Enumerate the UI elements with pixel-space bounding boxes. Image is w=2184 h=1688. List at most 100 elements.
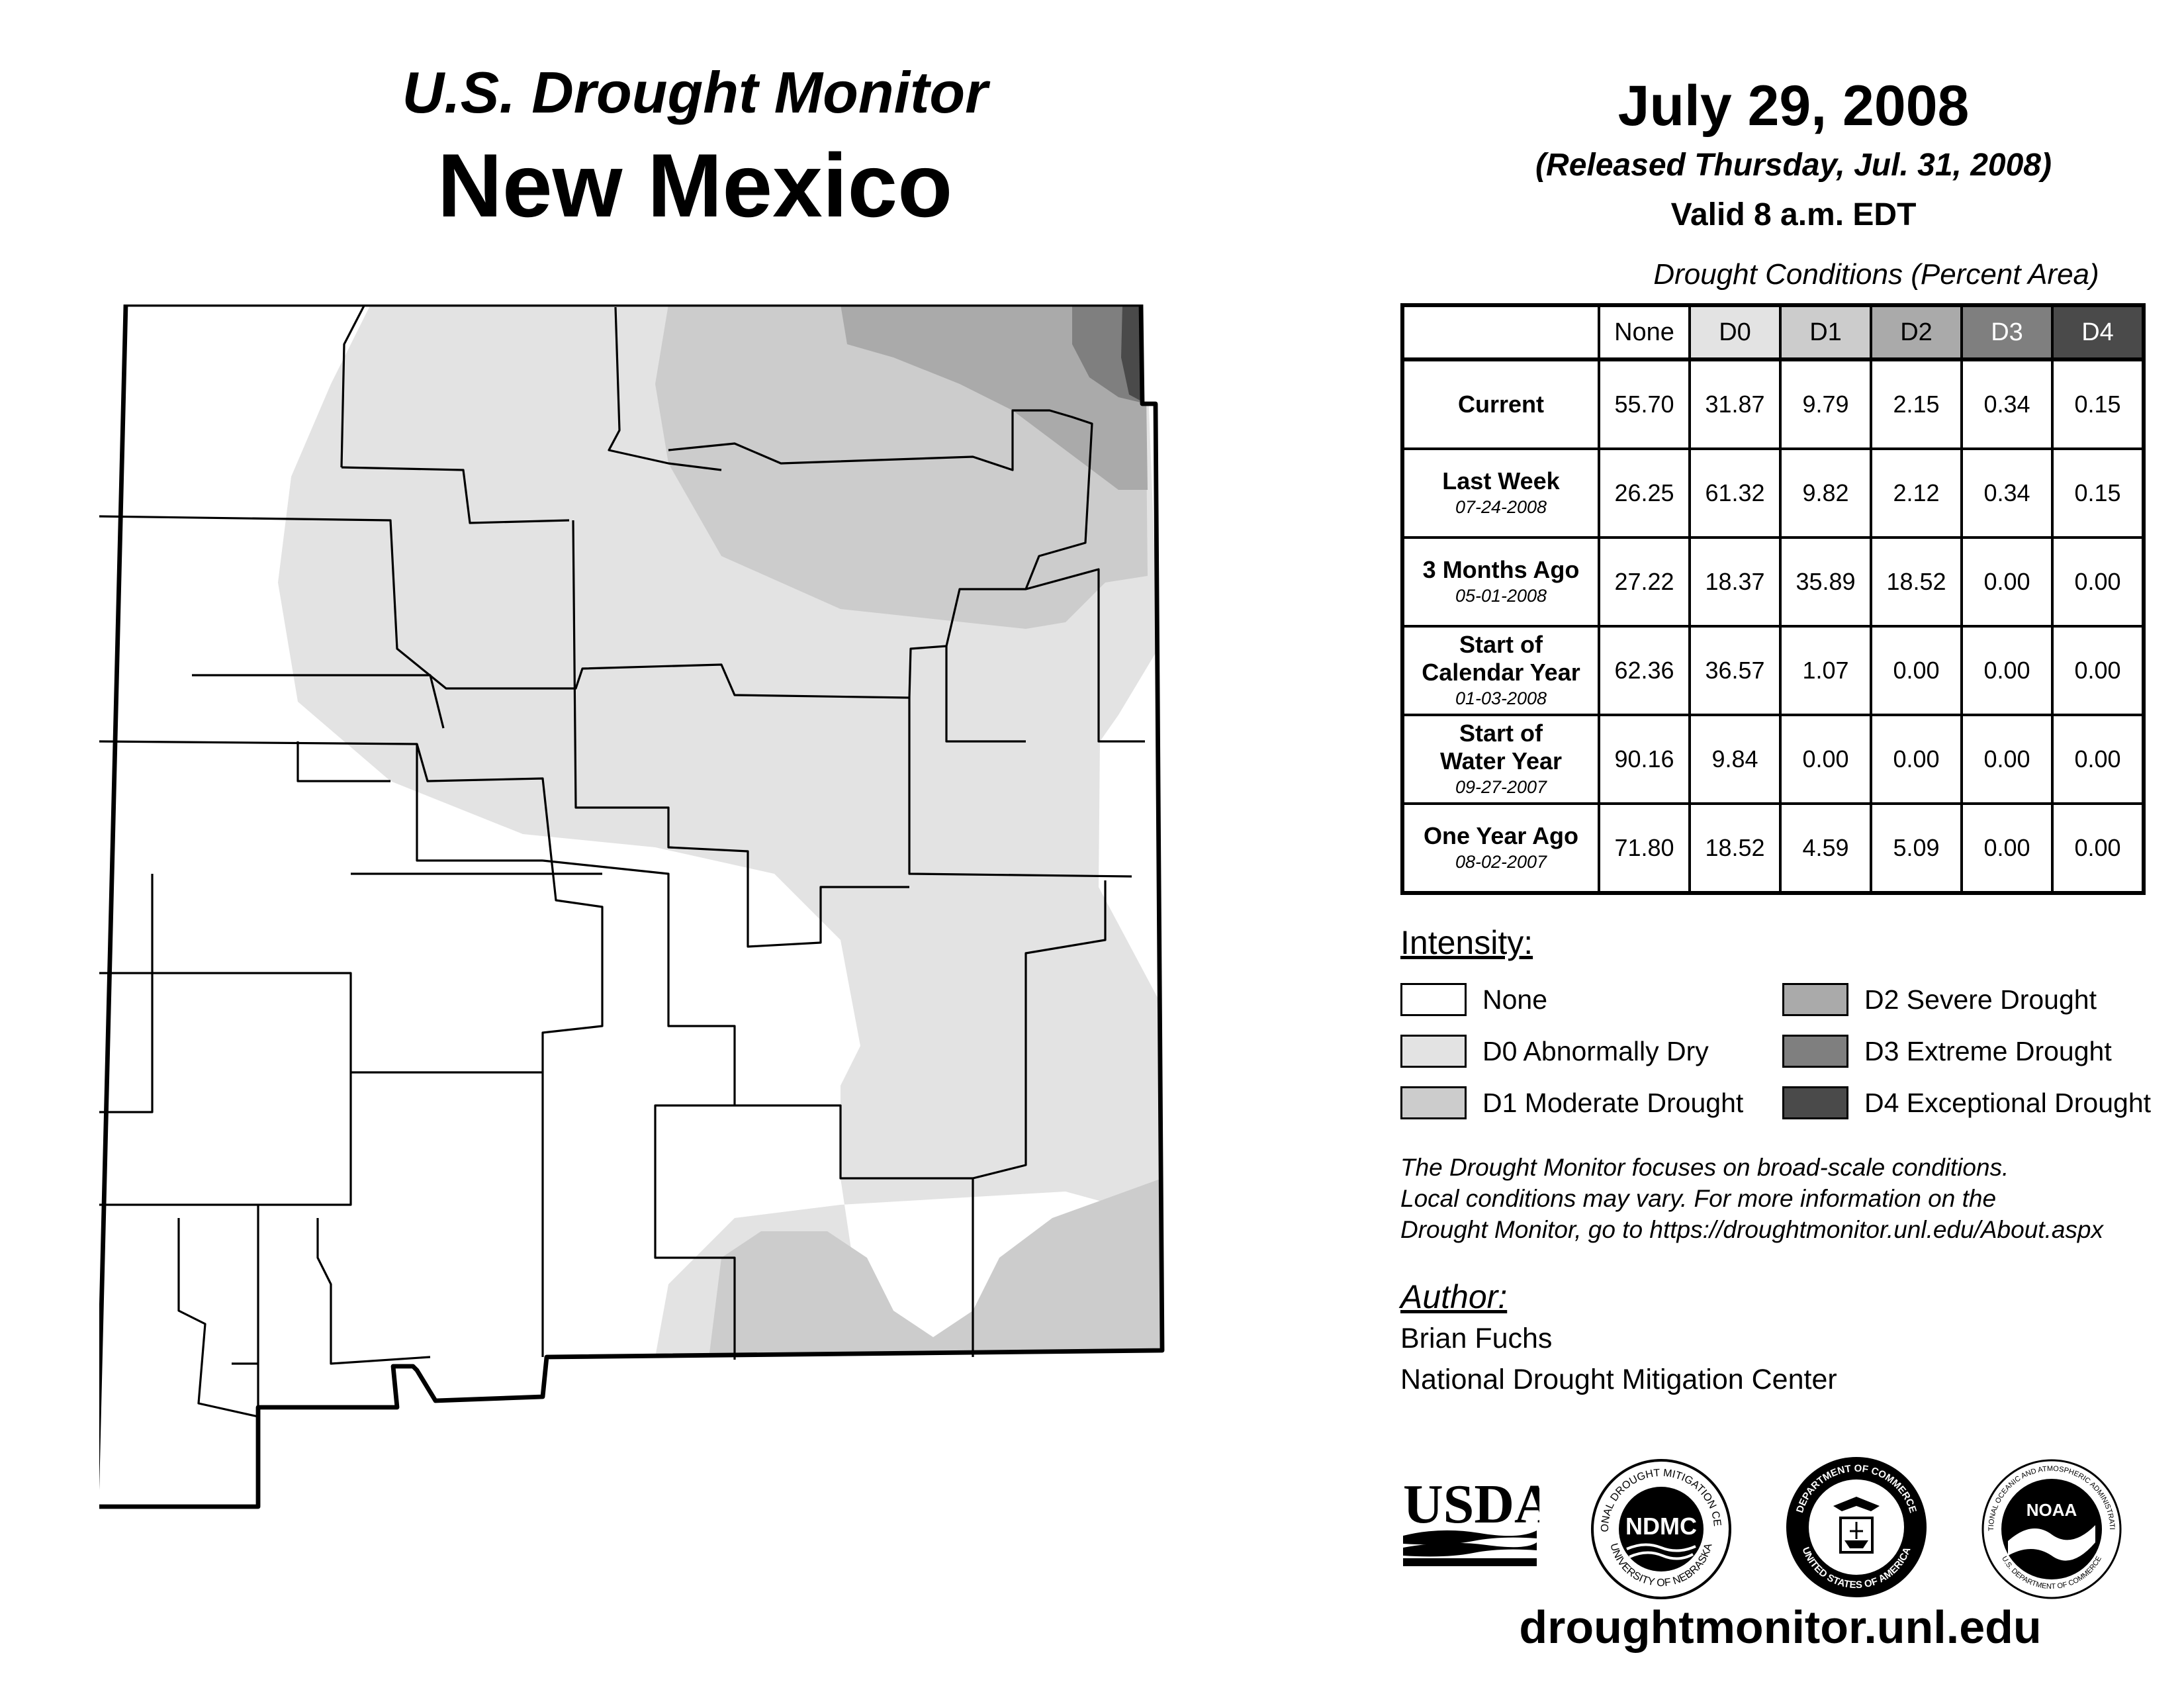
table-row-3-months-ago: 3 Months Ago 05-01-2008 27.22 18.37 35.89… (1401, 536, 2145, 628)
legend-title: Intensity: (1400, 924, 1533, 961)
table-header-row: None D0 D1 D2 D3 D4 (1402, 304, 2145, 361)
row-date: 09-27-2007 (1455, 777, 1547, 797)
legend-label: D1 Moderate Drought (1482, 1087, 1744, 1118)
table-cell: 27.22 (1598, 536, 1691, 628)
table-cell: 18.52 (1870, 536, 1963, 628)
table-cell: 55.70 (1598, 358, 1691, 450)
table-cell: 0.00 (1960, 802, 2054, 894)
noaa-logo: NATIONAL OCEANIC AND ATMOSPHERIC ADMINIS… (1979, 1456, 2122, 1599)
table-cell: 0.00 (1960, 714, 2054, 805)
disclaimer-line: Local conditions may vary. For more info… (1400, 1185, 1997, 1212)
table-cell: 36.57 (1688, 625, 1782, 716)
row-label-text: Water Year (1439, 747, 1563, 774)
table-cell: 0.00 (2051, 536, 2145, 628)
table-cell: 26.25 (1598, 447, 1691, 539)
row-label: 3 Months Ago 05-01-2008 (1401, 536, 1600, 628)
disclaimer-line: Drought Monitor, go to https://droughtmo… (1400, 1216, 2103, 1243)
table-cell: 0.34 (1960, 358, 2054, 450)
table-cell: 18.37 (1688, 536, 1782, 628)
legend-swatch (1400, 1035, 1467, 1068)
table-cell: 5.09 (1870, 802, 1963, 894)
table-cell: 0.15 (2051, 358, 2145, 450)
legend-item-d3: D3 Extreme Drought (1782, 1033, 2112, 1070)
release-date: (Released Thursday, Jul. 31, 2008) (1535, 148, 2052, 183)
disclaimer-line: The Drought Monitor focuses on broad-sca… (1400, 1154, 2009, 1181)
table-row-one-year-ago: One Year Ago 08-02-2007 71.80 18.52 4.59 … (1401, 802, 2145, 894)
row-date: 07-24-2008 (1455, 497, 1547, 517)
row-label-text: Start of (1459, 631, 1543, 658)
table-corner (1402, 305, 1600, 361)
table-cell: 9.82 (1779, 447, 1872, 539)
disclaimer: The Drought Monitor focuses on broad-sca… (1400, 1152, 2181, 1245)
row-label: Current (1401, 358, 1600, 450)
table-cell: 62.36 (1598, 625, 1691, 716)
state-title: New Mexico (437, 135, 953, 236)
legend-item-d2: D2 Severe Drought (1782, 981, 2097, 1018)
col-header-d1: D1 (1779, 304, 1872, 361)
date-header: July 29, 2008 (Released Thursday, Jul. 3… (1363, 70, 2184, 242)
legend-swatch (1400, 983, 1467, 1016)
map-header: U.S. Drought Monitor New Mexico (132, 56, 1257, 242)
table-title: Drought Conditions (Percent Area) (1653, 258, 2099, 291)
row-date: 05-01-2008 (1455, 586, 1547, 606)
row-label: Start of Water Year 09-27-2007 (1401, 714, 1600, 805)
table-cell: 9.79 (1779, 358, 1872, 450)
table-cell: 0.00 (2051, 714, 2145, 805)
row-label: Start of Calendar Year 01-03-2008 (1401, 625, 1600, 716)
row-label-text: Last Week (1442, 467, 1560, 494)
drought-conditions-table: None D0 D1 D2 D3 D4 Current 55.70 31.87 … (1400, 303, 2146, 895)
table-cell: 1.07 (1779, 625, 1872, 716)
site-url: droughtmonitor.unl.edu (1519, 1601, 2042, 1653)
map-subtitle: U.S. Drought Monitor (402, 60, 988, 125)
table-cell: 61.32 (1688, 447, 1782, 539)
row-date: 01-03-2008 (1455, 688, 1547, 708)
row-label-text: Calendar Year (1422, 659, 1580, 686)
col-header-d0: D0 (1688, 304, 1782, 361)
row-label: One Year Ago 08-02-2007 (1401, 802, 1600, 894)
legend-label: D3 Extreme Drought (1864, 1035, 2112, 1066)
legend-swatch (1400, 1086, 1467, 1119)
new-mexico-drought-map (99, 305, 1165, 1509)
table-cell: 0.00 (1870, 714, 1963, 805)
legend-swatch (1782, 1035, 1848, 1068)
table-cell: 31.87 (1688, 358, 1782, 450)
table-cell: 0.00 (1960, 625, 2054, 716)
map-date: July 29, 2008 (1617, 74, 1970, 138)
d2-area (841, 305, 1148, 490)
author-name: Brian Fuchs (1400, 1323, 1553, 1354)
table-cell: 4.59 (1779, 802, 1872, 894)
row-label-text: One Year Ago (1423, 822, 1579, 849)
state-boundary (99, 305, 1165, 1509)
col-header-none: None (1598, 304, 1691, 361)
legend-item-d4: D4 Exceptional Drought (1782, 1084, 2151, 1121)
legend-label: D4 Exceptional Drought (1864, 1087, 2152, 1118)
table-row-current: Current 55.70 31.87 9.79 2.15 0.34 0.15 (1401, 358, 2145, 450)
eagle-icon (1833, 1497, 1880, 1511)
usda-logo: USDA (1403, 1474, 1539, 1566)
table-cell: 2.12 (1870, 447, 1963, 539)
legend-label: D2 Severe Drought (1864, 984, 2097, 1015)
noaa-logo-text: NOAA (2026, 1500, 2077, 1520)
row-label-text: 3 Months Ago (1422, 556, 1580, 583)
noaa-bird-icon (2008, 1525, 2095, 1561)
table-cell: 35.89 (1779, 536, 1872, 628)
legend-item-none: None (1400, 981, 1547, 1018)
d1-area-south (708, 1178, 1162, 1364)
legend-label: D0 Abnormally Dry (1482, 1035, 1709, 1066)
drought-areas (99, 305, 1162, 1507)
table-cell: 0.00 (1870, 625, 1963, 716)
ndmc-logo-text: NDMC (1625, 1513, 1697, 1540)
row-label: Last Week 07-24-2008 (1401, 447, 1600, 539)
table-cell: 0.00 (1960, 536, 2054, 628)
table-cell: 2.15 (1870, 358, 1963, 450)
author-title: Author: (1400, 1278, 1508, 1315)
table-row-last-week: Last Week 07-24-2008 26.25 61.32 9.82 2.1… (1401, 447, 2145, 539)
col-header-d2: D2 (1870, 304, 1963, 361)
table-cell: 90.16 (1598, 714, 1691, 805)
ndmc-logo: NATIONAL DROUGHT MITIGATION CENTER UNIVE… (1588, 1456, 1731, 1599)
legend-item-d1: D1 Moderate Drought (1400, 1084, 1743, 1121)
author-organization: National Drought Mitigation Center (1400, 1364, 1837, 1395)
col-header-d4: D4 (2051, 304, 2145, 361)
usda-logo-text: USDA (1403, 1474, 1539, 1535)
table-row-start-of-water-year: Start of Water Year 09-27-2007 90.16 9.84 … (1401, 714, 2145, 805)
